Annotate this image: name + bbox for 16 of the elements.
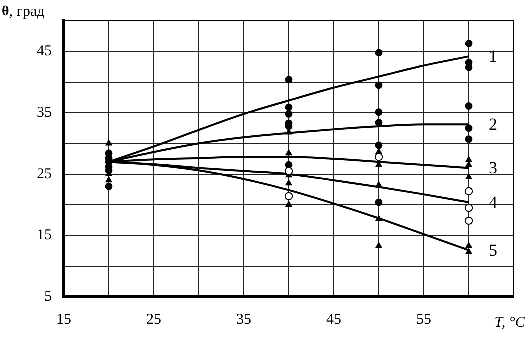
y-tick-label: 5 <box>44 288 52 305</box>
x-axis-title: T, °C <box>494 314 526 331</box>
x-tick-label: 25 <box>146 312 162 328</box>
y-tick-label: 45 <box>37 44 52 60</box>
series-label: 1 <box>489 47 498 66</box>
x-tick-label: 45 <box>326 312 342 328</box>
series-label: 2 <box>489 115 498 134</box>
series-label: 3 <box>489 158 498 178</box>
y-tick-label: 15 <box>37 228 52 244</box>
y-tick-label: 25 <box>37 166 52 182</box>
y-tick-label: 35 <box>37 104 52 121</box>
x-tick-label: 15 <box>56 312 72 328</box>
x-tick-label: 35 <box>236 312 252 328</box>
x-tick-label: 55 <box>416 312 432 328</box>
series-label: 5 <box>489 240 498 260</box>
y-axis-title: θ, град <box>2 4 46 20</box>
